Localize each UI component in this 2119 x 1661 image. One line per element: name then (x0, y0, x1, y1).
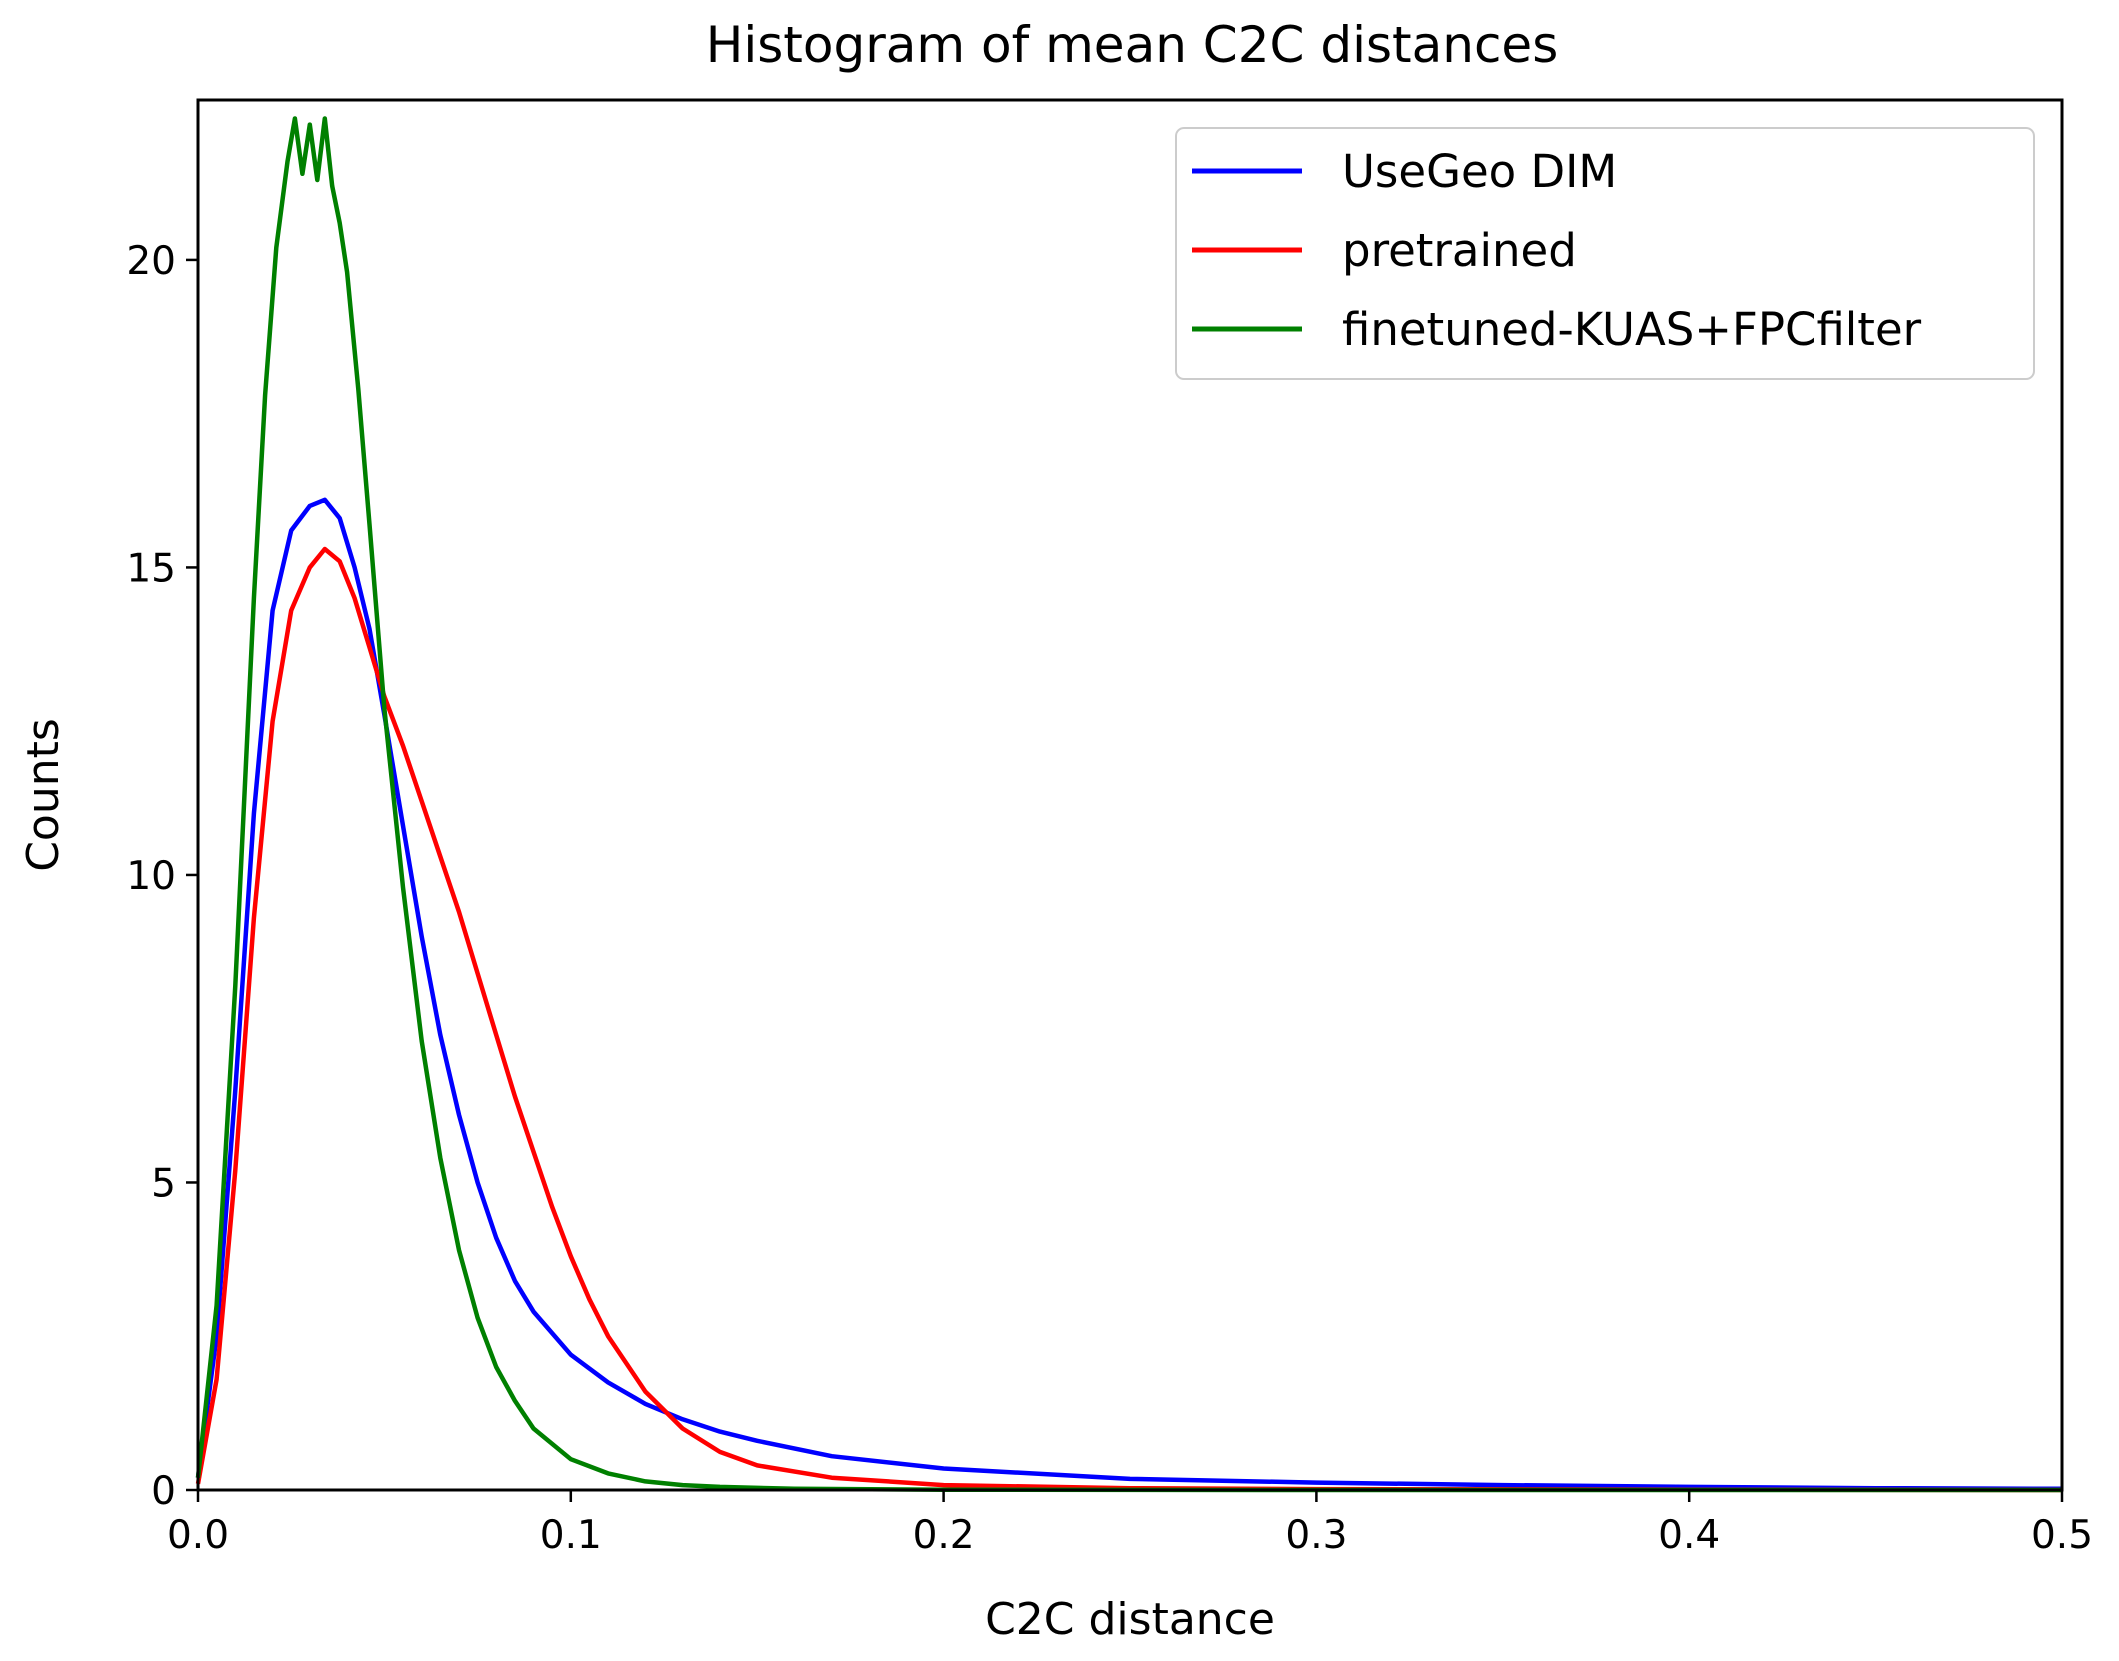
y-tick-label: 20 (126, 239, 176, 284)
y-axis-ticks: 0 5 10 15 20 (126, 239, 198, 1514)
series-line-1 (195, 546, 2063, 1493)
series-line-2 (195, 116, 2062, 1493)
plot-lines (195, 116, 2063, 1493)
legend-label-2: finetuned-KUAS+FPCfilter (1342, 303, 1922, 356)
x-tick-label: 0.2 (913, 1513, 975, 1558)
legend-label-0: UseGeo DIM (1342, 145, 1617, 198)
legend: UseGeo DIM pretrained finetuned-KUAS+FPCfi… (1175, 127, 2035, 380)
y-tick-label: 10 (126, 854, 176, 899)
x-axis-label: C2C distance (985, 1594, 1275, 1645)
y-tick-label: 15 (126, 546, 176, 591)
x-tick-label: 0.1 (540, 1513, 602, 1558)
x-tick-label: 0.0 (167, 1513, 229, 1558)
legend-box (1175, 127, 2035, 380)
y-axis-label: Counts (18, 718, 69, 872)
series-line-0 (195, 497, 2063, 1492)
legend-label-1: pretrained (1342, 224, 1577, 277)
x-axis-ticks: 0.0 0.1 0.2 0.3 0.4 0.5 (167, 1490, 2093, 1558)
x-tick-label: 0.3 (1285, 1513, 1347, 1558)
y-tick-label: 5 (151, 1161, 176, 1206)
x-tick-label: 0.4 (1658, 1513, 1720, 1558)
x-tick-label: 0.5 (2031, 1513, 2093, 1558)
y-tick-label: 0 (151, 1469, 176, 1514)
chart-title: Histogram of mean C2C distances (706, 16, 1559, 74)
plot-frame (196, 98, 2064, 1492)
